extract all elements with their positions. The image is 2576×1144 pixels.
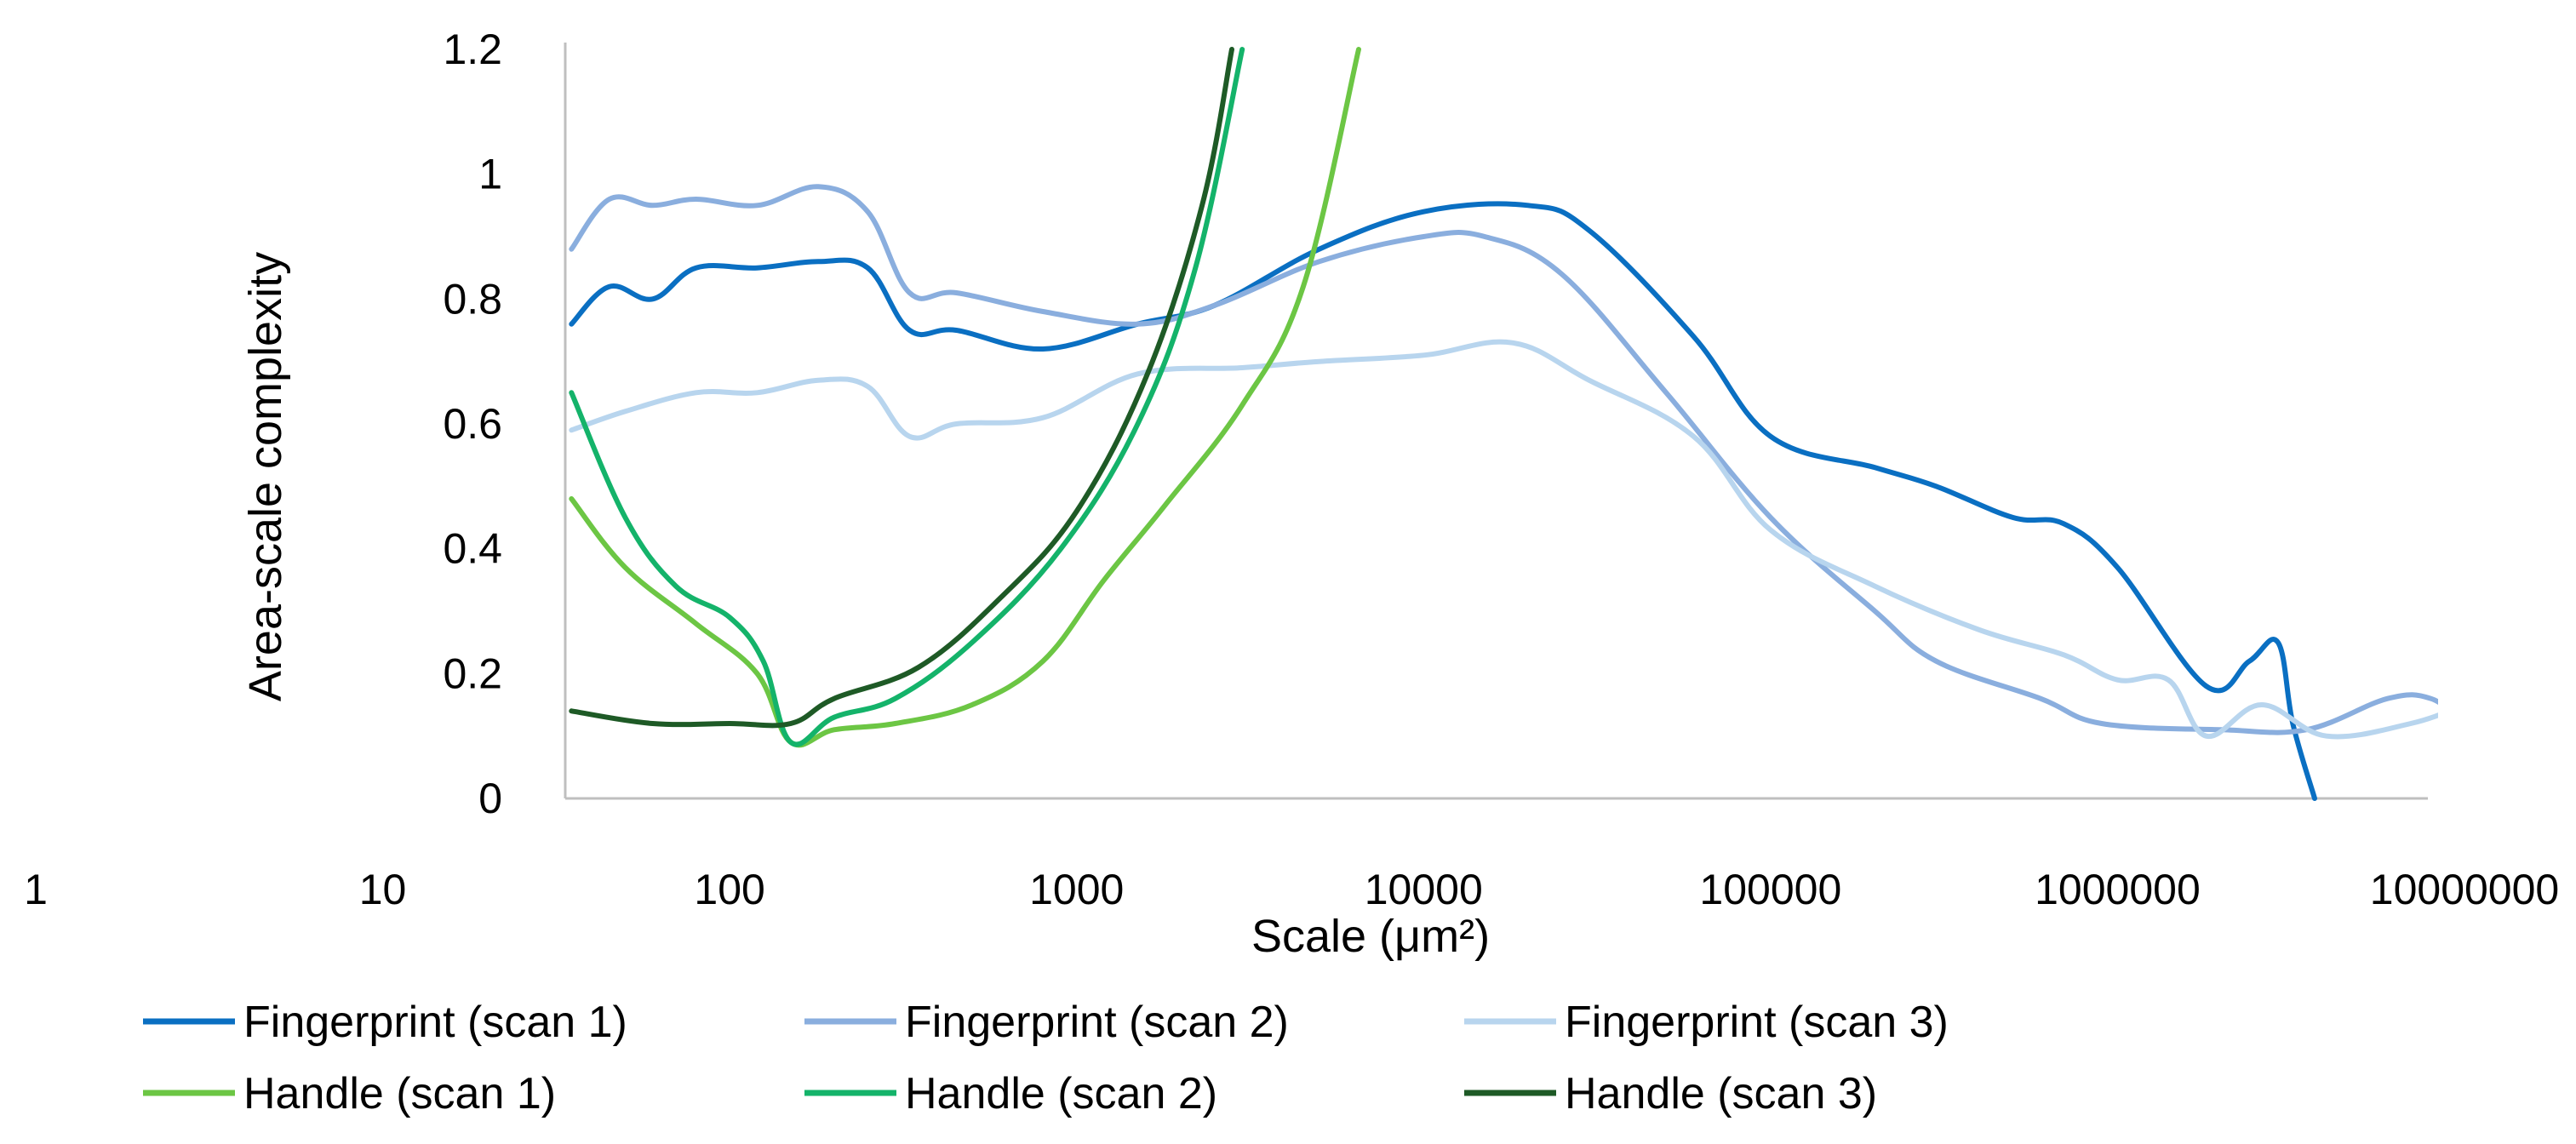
x-tick-label: 1 bbox=[24, 866, 48, 913]
legend-label: Handle (scan 1) bbox=[243, 1069, 556, 1118]
series-line-6 bbox=[569, 47, 1234, 729]
x-tick-label: 1000000 bbox=[2035, 866, 2201, 913]
y-tick-label: 0.4 bbox=[443, 525, 502, 573]
x-axis-title: Scale (μm²) bbox=[1251, 911, 1490, 962]
y-tick-label: 0.2 bbox=[443, 649, 502, 697]
y-tick-label: 0.6 bbox=[443, 400, 502, 448]
y-tick-label: 1 bbox=[478, 151, 502, 198]
x-tick-labels: 1 10 100 1000 10000 100000 1000000 10000000 bbox=[24, 866, 2559, 913]
x-tick-label: 10 bbox=[359, 866, 407, 913]
y-tick-label: 1.2 bbox=[443, 26, 502, 73]
y-tick-label: 0.8 bbox=[443, 275, 502, 323]
x-tick-label: 100 bbox=[694, 866, 764, 913]
legend: Fingerprint (scan 1) Fingerprint (scan 2)… bbox=[143, 998, 1949, 1118]
series-line-3 bbox=[569, 339, 2438, 740]
legend-label: Fingerprint (scan 3) bbox=[1565, 998, 1949, 1047]
x-tick-label: 100000 bbox=[1699, 866, 1841, 913]
legend-label: Handle (scan 3) bbox=[1565, 1069, 1877, 1118]
legend-label: Handle (scan 2) bbox=[905, 1069, 1217, 1118]
series-line-5 bbox=[569, 47, 1245, 747]
x-tick-label: 10000000 bbox=[2370, 866, 2559, 913]
series-line-2 bbox=[569, 184, 2438, 735]
series-lines bbox=[569, 47, 2438, 801]
x-tick-label: 10000 bbox=[1365, 866, 1483, 913]
y-tick-labels: 0 0.2 0.4 0.6 0.8 1 1.2 bbox=[443, 26, 502, 822]
legend-label: Fingerprint (scan 1) bbox=[243, 998, 627, 1047]
y-tick-label: 0 bbox=[478, 775, 502, 822]
legend-label: Fingerprint (scan 2) bbox=[905, 998, 1289, 1047]
x-tick-label: 1000 bbox=[1029, 866, 1124, 913]
y-axis-title: Area-scale complexity bbox=[240, 252, 291, 701]
series-line-4 bbox=[569, 47, 1361, 748]
series-line-1 bbox=[569, 201, 2317, 801]
